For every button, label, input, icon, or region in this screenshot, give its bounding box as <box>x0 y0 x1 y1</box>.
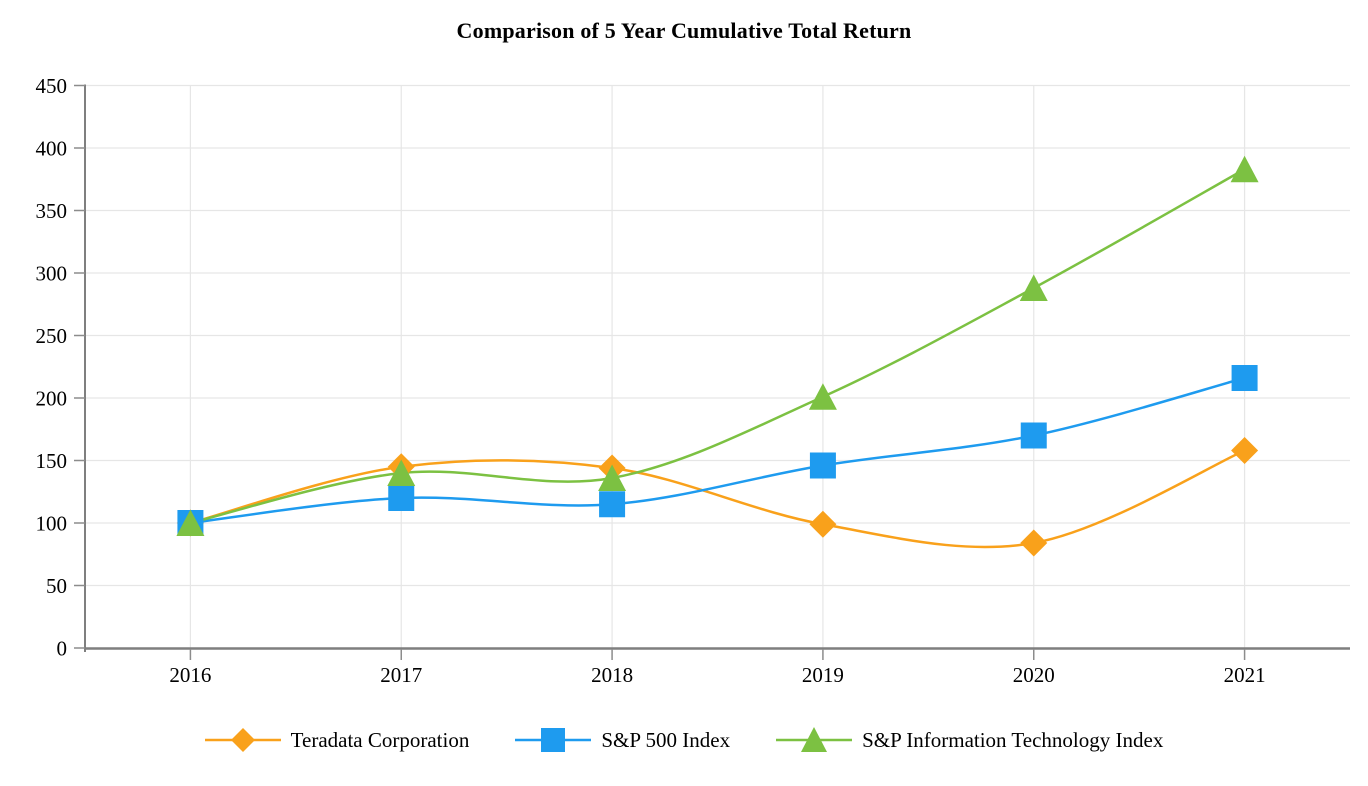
data-point-s-p-information-technology-index-2018 <box>598 464 627 491</box>
x-tick-label: 2019 <box>802 663 844 687</box>
legend-label: Teradata Corporation <box>290 727 470 752</box>
y-tick-label: 250 <box>36 324 68 348</box>
legend-marker-triangle-icon <box>776 727 853 752</box>
x-tick-label: 2016 <box>169 663 211 687</box>
legend-item-sp-information-technology-index: S&P Information Technology Index <box>776 724 1163 756</box>
data-point-s-p-500-index-2020 <box>1020 422 1047 449</box>
series-line-s-p-500-index <box>190 376 1245 525</box>
data-point-s-p-500-index-2018 <box>599 491 626 518</box>
legend: Teradata Corporation S&P 500 Index S&P I… <box>0 724 1368 756</box>
data-point-s-p-information-technology-index-2019 <box>808 383 837 410</box>
legend-marker-diamond-icon <box>204 728 281 752</box>
y-tick-label: 400 <box>36 137 68 161</box>
y-tick-label: 200 <box>36 387 68 411</box>
data-point-s-p-information-technology-index-2021 <box>1230 155 1259 183</box>
y-tick-label: 450 <box>36 74 68 98</box>
x-tick-label: 2020 <box>1013 663 1055 687</box>
data-point-s-p-500-index-2019 <box>809 452 836 479</box>
y-tick-label: 350 <box>36 199 68 223</box>
series-line-s-p-information-technology-index <box>190 168 1246 525</box>
y-tick-label: 300 <box>36 262 68 286</box>
legend-label: S&P Information Technology Index <box>862 727 1164 752</box>
data-point-s-p-information-technology-index-2017 <box>387 459 416 486</box>
x-tick-label: 2018 <box>591 663 633 687</box>
y-tick-label: 50 <box>46 574 67 598</box>
x-tick-label: 2017 <box>380 663 422 687</box>
y-tick-label: 150 <box>36 449 68 473</box>
data-point-s-p-500-index-2017 <box>388 485 415 511</box>
y-tick-label: 0 <box>57 637 68 661</box>
legend-item-sp-500-index: S&P 500 Index <box>515 724 730 756</box>
data-point-s-p-500-index-2021 <box>1231 365 1258 391</box>
x-tick-label: 2021 <box>1224 663 1266 687</box>
series-line-teradata-corporation <box>190 449 1246 549</box>
y-tick-label: 100 <box>36 512 68 536</box>
data-point-teradata-corporation-2019 <box>809 510 837 538</box>
data-point-s-p-information-technology-index-2016 <box>176 509 205 536</box>
data-point-s-p-information-technology-index-2020 <box>1019 274 1048 301</box>
legend-item-teradata-corporation: Teradata Corporation <box>204 724 470 756</box>
chart-title: Comparison of 5 Year Cumulative Total Re… <box>456 18 912 43</box>
legend-marker-square-icon <box>515 728 592 752</box>
data-point-teradata-corporation-2021 <box>1231 437 1259 464</box>
legend-label: S&P 500 Index <box>601 727 731 752</box>
data-point-teradata-corporation-2020 <box>1020 529 1048 557</box>
